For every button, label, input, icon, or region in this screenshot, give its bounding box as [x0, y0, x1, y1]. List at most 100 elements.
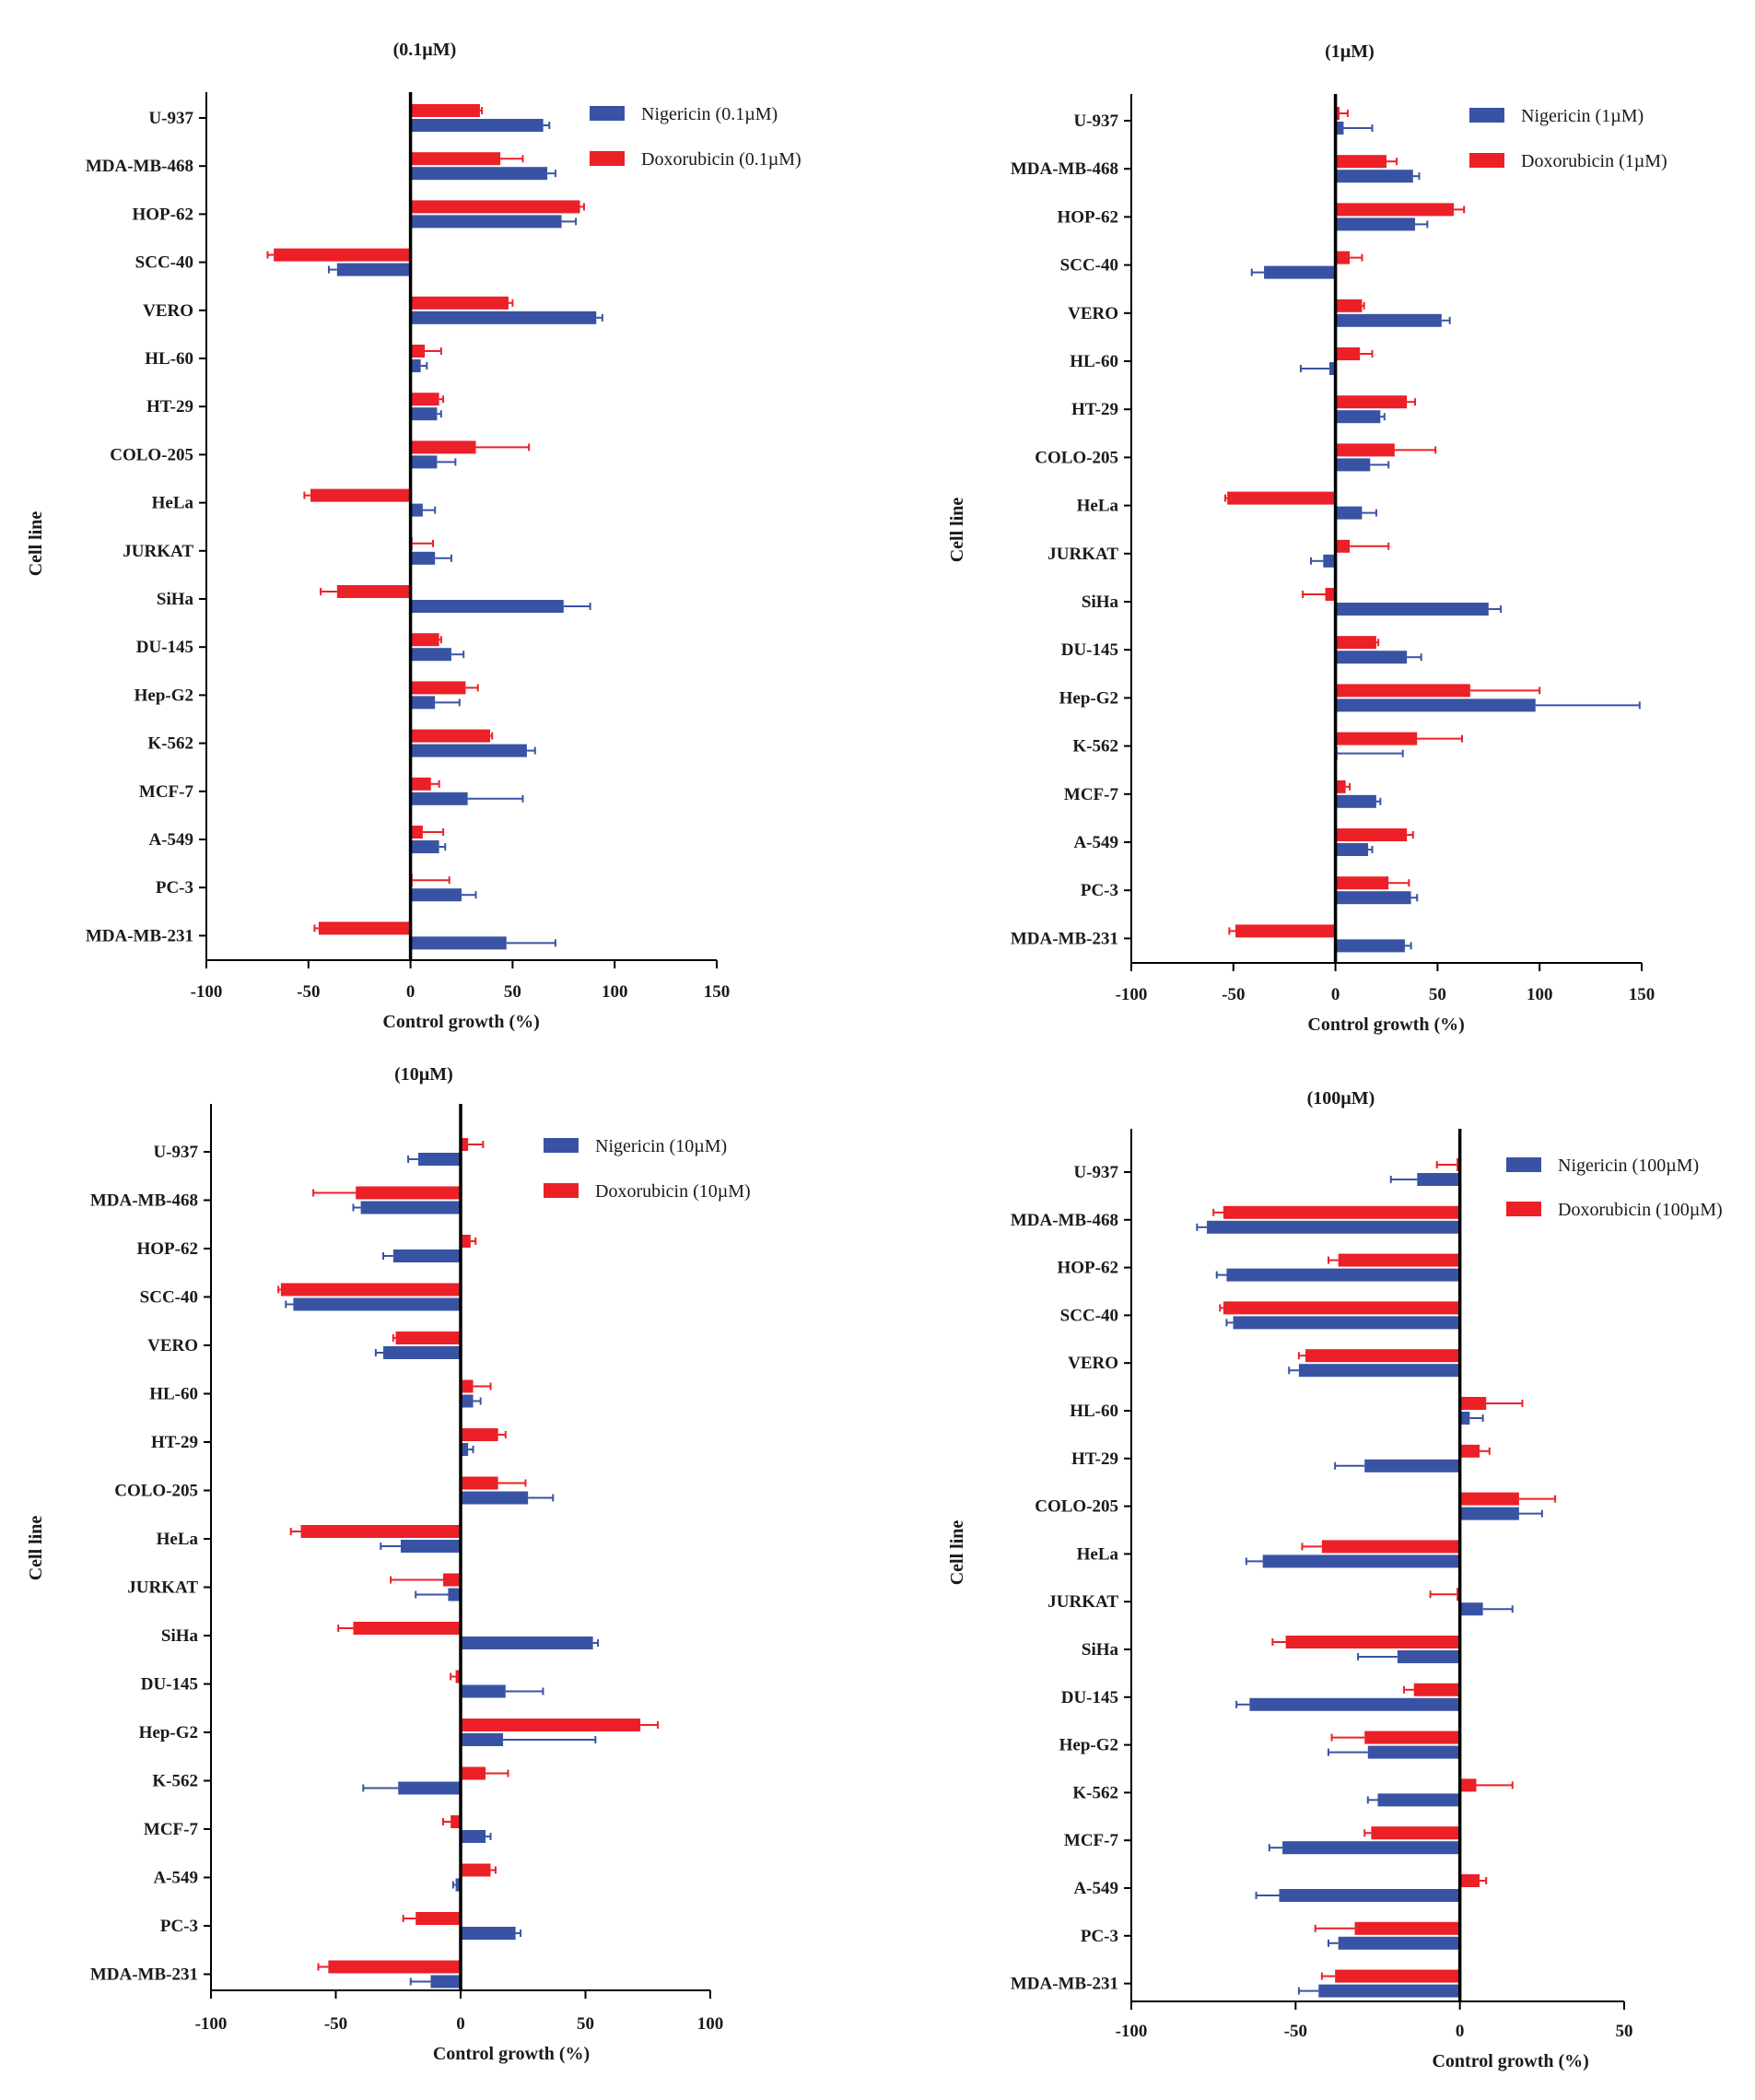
panel-1um: (1µM) Cell line U-937 MDA-MB-468 HOP-62 SCC-4… — [880, 0, 1755, 1055]
legend-swatch-nigericin — [1506, 1157, 1541, 1172]
bar-doxorubicin — [1371, 1826, 1460, 1840]
bar-nigericin — [1335, 794, 1376, 808]
bar-doxorubicin — [410, 826, 423, 839]
bar-doxorubicin — [1335, 203, 1455, 217]
bar-doxorubicin — [410, 440, 476, 454]
bar-doxorubicin — [1335, 155, 1386, 169]
bar-doxorubicin — [1457, 1588, 1460, 1601]
category-label: SiHa — [1082, 592, 1119, 612]
x-tick-label: 100 — [1527, 985, 1553, 1004]
x-tick-label: 0 — [456, 2014, 465, 2034]
category-label: PC-3 — [1081, 1927, 1118, 1946]
chart-title: (10µM) — [394, 1064, 453, 1085]
category-label: VERO — [1068, 1354, 1118, 1373]
bar-nigericin — [360, 1201, 461, 1214]
bar-doxorubicin — [1335, 443, 1395, 457]
category-label: Hep-G2 — [1059, 688, 1118, 708]
bar-nigericin — [1335, 170, 1413, 183]
bar-doxorubicin — [300, 1525, 461, 1538]
bar-doxorubicin — [1321, 1540, 1460, 1554]
bar-doxorubicin — [1325, 588, 1336, 601]
bar-doxorubicin — [1223, 1301, 1460, 1315]
bar-nigericin — [1377, 1793, 1460, 1807]
bar-doxorubicin — [1335, 395, 1408, 409]
bar-doxorubicin — [1335, 251, 1351, 264]
category-label: U-937 — [1073, 111, 1118, 131]
bar-doxorubicin — [461, 1235, 471, 1248]
bar-nigericin — [410, 744, 527, 757]
legend-label-doxorubicin: Doxorubicin (1µM) — [1521, 151, 1667, 171]
bar-nigericin — [1282, 1841, 1460, 1855]
bar-nigericin — [410, 119, 544, 132]
bar-doxorubicin — [1335, 347, 1361, 360]
category-label: MDA-MB-231 — [1011, 1975, 1118, 1994]
legend-label-doxorubicin: Doxorubicin (0.1µM) — [641, 149, 801, 170]
bar-doxorubicin — [461, 1379, 474, 1393]
category-label: PC-3 — [156, 878, 193, 897]
bar-nigericin — [461, 1491, 529, 1505]
category-label: Hep-G2 — [1059, 1736, 1118, 1755]
bar-doxorubicin — [410, 633, 439, 647]
bar-doxorubicin — [461, 1138, 469, 1151]
bar-nigericin — [410, 407, 438, 421]
x-tick-label: 100 — [602, 982, 628, 1002]
category-label: HOP-62 — [1058, 1259, 1119, 1278]
category-label: A-549 — [148, 830, 193, 850]
bar-doxorubicin — [1459, 1397, 1487, 1410]
bar-nigericin — [410, 359, 421, 372]
y-axis-label: Cell line — [26, 511, 46, 577]
bar-nigericin — [1459, 1412, 1470, 1425]
bar-nigericin — [1335, 313, 1442, 327]
bar-nigericin — [410, 792, 468, 805]
category-label: MDA-MB-468 — [1011, 1211, 1118, 1230]
x-tick-label: 50 — [504, 982, 521, 1002]
category-label: MCF-7 — [144, 1820, 199, 1839]
category-label: MDA-MB-231 — [1011, 929, 1118, 948]
x-axis-label: Control growth (%) — [1307, 1015, 1464, 1035]
category-label: HT-29 — [1071, 1449, 1118, 1469]
legend-swatch-doxorubicin — [1506, 1202, 1541, 1216]
bar-nigericin — [1335, 939, 1405, 953]
bar-doxorubicin — [280, 1283, 461, 1296]
panel-0-1um: (0.1µM) Cell line U-937 MDA-MB-468 HOP-62 SCC… — [0, 0, 829, 1055]
category-label: K-562 — [152, 1772, 198, 1791]
legend-swatch-doxorubicin — [1469, 153, 1504, 168]
bar-doxorubicin — [455, 1670, 461, 1684]
bar-nigericin — [1335, 217, 1416, 231]
legend-label-doxorubicin: Doxorubicin (100µM) — [1558, 1200, 1723, 1220]
bar-nigericin — [1367, 1745, 1460, 1759]
bar-nigericin — [410, 503, 423, 517]
bar-nigericin — [410, 936, 507, 950]
bar-nigericin — [1459, 1507, 1519, 1520]
category-label: PC-3 — [1081, 881, 1118, 900]
bar-doxorubicin — [410, 681, 466, 695]
x-axis-label: Control growth (%) — [1432, 2051, 1588, 2071]
bar-doxorubicin — [1335, 107, 1340, 120]
bar-doxorubicin — [410, 345, 426, 358]
category-label: MDA-MB-231 — [90, 1965, 198, 1985]
category-label: COLO-205 — [110, 445, 193, 464]
legend-label-nigericin: Nigericin (100µM) — [1558, 1156, 1699, 1176]
category-label: HeLa — [152, 494, 194, 513]
bar-nigericin — [336, 263, 411, 276]
category-label: MDA-MB-468 — [90, 1191, 198, 1211]
bar-doxorubicin — [1335, 780, 1346, 793]
chart-title: (0.1µM) — [393, 40, 457, 60]
bar-doxorubicin — [356, 1186, 461, 1200]
bar-nigericin — [448, 1588, 461, 1601]
bar-nigericin — [410, 696, 436, 710]
chart-0-1um: (0.1µM) Cell line U-937 MDA-MB-468 HOP-62 SCC… — [26, 40, 801, 1032]
bar-doxorubicin — [1354, 1921, 1460, 1935]
bar-nigericin — [410, 840, 439, 853]
category-label: SCC-40 — [135, 253, 193, 273]
category-label: DU-145 — [1061, 1688, 1118, 1707]
bar-nigericin — [461, 1684, 506, 1698]
category-label: Hep-G2 — [139, 1723, 198, 1742]
category-label: DU-145 — [136, 638, 193, 657]
bar-nigericin — [382, 1346, 461, 1359]
chart-title: (1µM) — [1325, 41, 1375, 62]
x-tick-label: 150 — [704, 982, 731, 1002]
chart-1um: (1µM) Cell line U-937 MDA-MB-468 HOP-62 SCC-4… — [947, 41, 1667, 1035]
bar-doxorubicin — [1335, 539, 1351, 553]
bar-doxorubicin — [1285, 1636, 1460, 1648]
